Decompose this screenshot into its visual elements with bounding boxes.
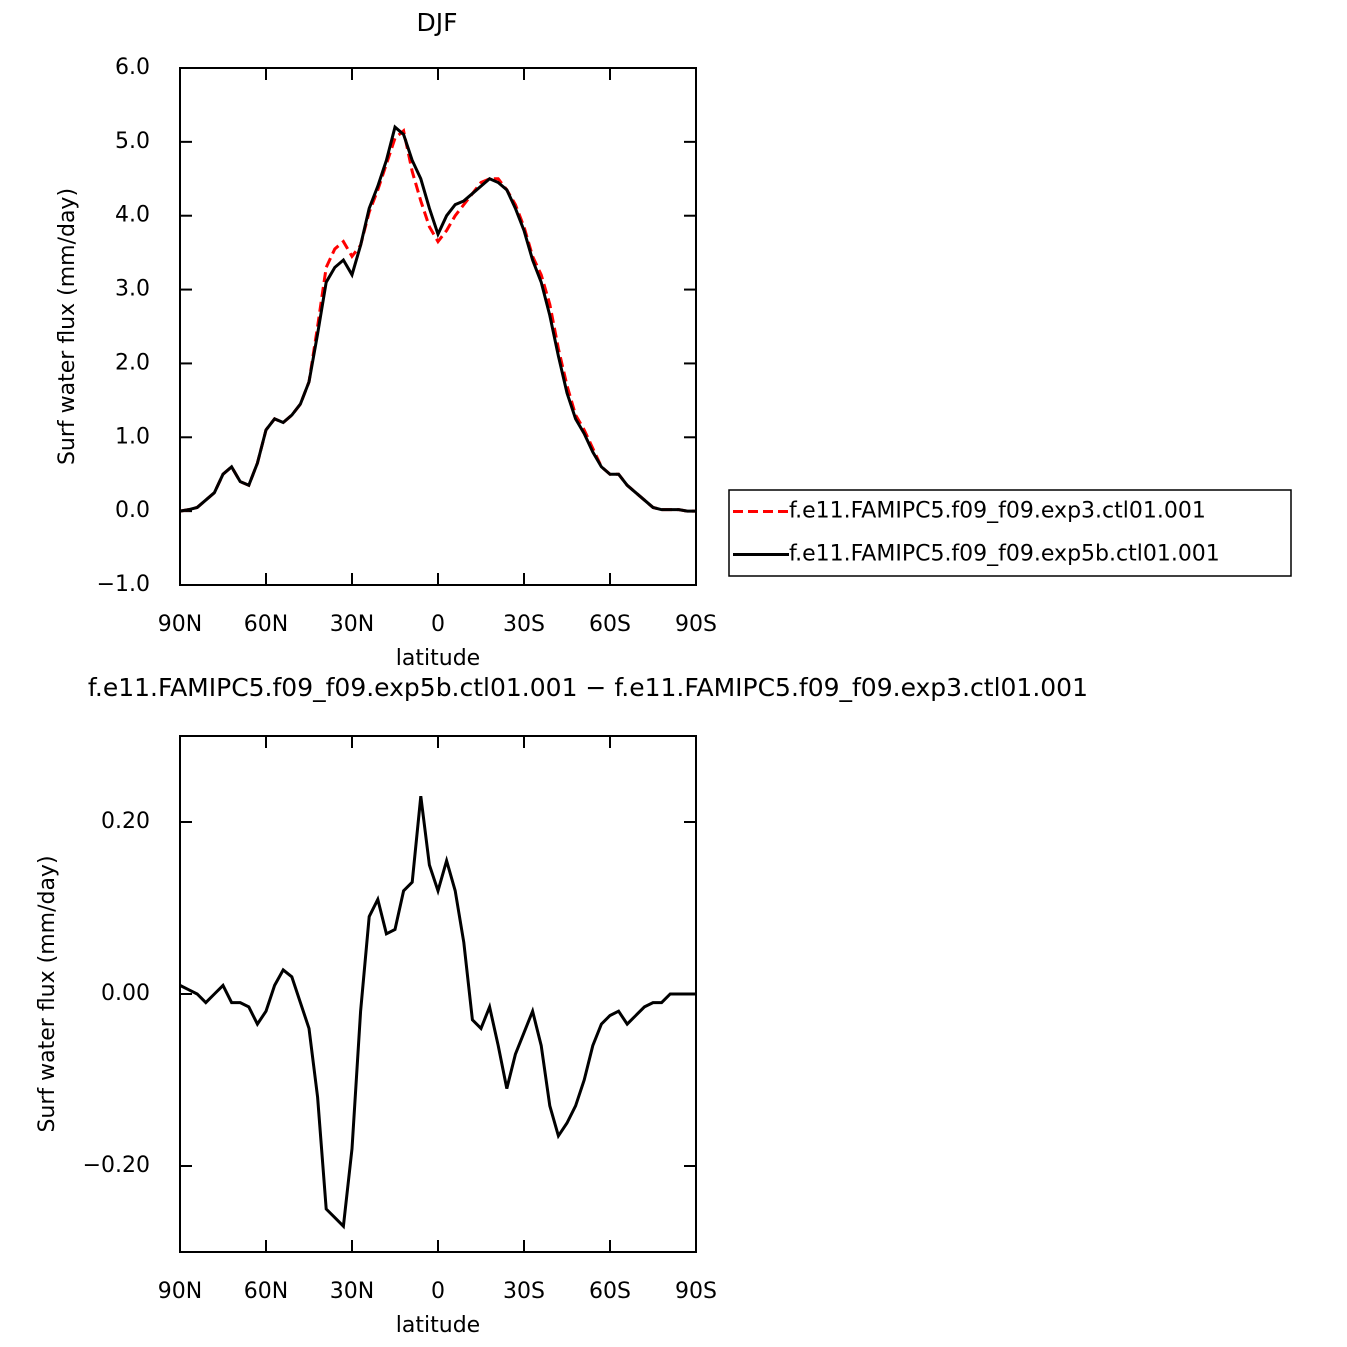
y-tick-label: 2.0 xyxy=(115,350,150,375)
x-tick-label: 30N xyxy=(330,612,374,637)
legend-label: f.e11.FAMIPC5.f09_f09.exp3.ctl01.001 xyxy=(789,499,1206,524)
data-line xyxy=(179,124,696,513)
y-tick-label: 6.0 xyxy=(115,55,150,80)
y-tick-label: 5.0 xyxy=(115,129,150,154)
data-line xyxy=(179,796,696,1230)
x-tick-label: 90S xyxy=(675,1279,717,1304)
x-tick-label: 90S xyxy=(675,612,717,637)
y-axis-label: Surf water flux (mm/day) xyxy=(55,188,80,465)
x-tick-label: 0 xyxy=(431,1279,445,1304)
x-tick-label: 60S xyxy=(589,612,631,637)
y-tick-label: −1.0 xyxy=(97,572,150,597)
x-axis-label: latitude xyxy=(396,1313,480,1338)
x-tick-label: 90N xyxy=(158,1279,202,1304)
x-tick-label: 30N xyxy=(330,1279,374,1304)
x-tick-label: 0 xyxy=(431,612,445,637)
plot-frame xyxy=(179,67,697,586)
y-tick-label: 0.00 xyxy=(101,981,150,1006)
plot-frame xyxy=(179,735,697,1253)
x-tick-label: 60N xyxy=(244,612,288,637)
y-axis-label: Surf water flux (mm/day) xyxy=(35,855,60,1132)
y-tick-label: 3.0 xyxy=(115,277,150,302)
x-tick-label: 30S xyxy=(503,1279,545,1304)
y-tick-label: 1.0 xyxy=(115,424,150,449)
legend-box xyxy=(728,489,1292,577)
y-tick-label: −0.20 xyxy=(83,1153,150,1178)
chart-title: f.e11.FAMIPC5.f09_f09.exp5b.ctl01.001 − … xyxy=(88,673,1088,702)
x-tick-label: 60N xyxy=(244,1279,288,1304)
x-tick-label: 90N xyxy=(158,612,202,637)
x-tick-label: 60S xyxy=(589,1279,631,1304)
data-line xyxy=(179,127,696,513)
y-tick-label: 0.20 xyxy=(101,809,150,834)
x-tick-label: 30S xyxy=(503,612,545,637)
y-tick-label: 4.0 xyxy=(115,203,150,228)
chart-title: DJF xyxy=(416,8,457,37)
y-tick-label: 0.0 xyxy=(115,498,150,523)
legend-label: f.e11.FAMIPC5.f09_f09.exp5b.ctl01.001 xyxy=(789,542,1220,567)
x-axis-label: latitude xyxy=(396,646,480,671)
